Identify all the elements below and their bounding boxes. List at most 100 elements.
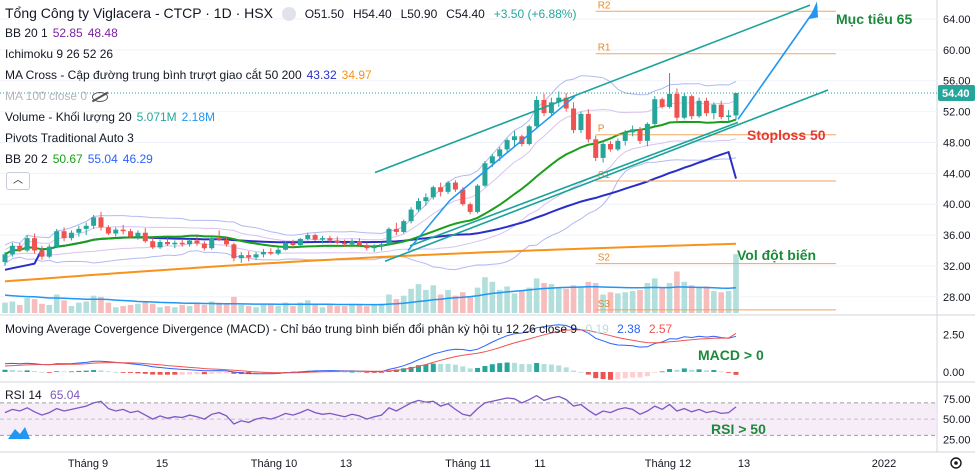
hidden-eye-icon[interactable]: [92, 91, 109, 102]
macd-histogram-bar: [460, 366, 466, 372]
pivot-label: S2: [598, 253, 611, 264]
volume-bar: [459, 292, 466, 313]
candle-body: [674, 93, 680, 118]
candle: [667, 72, 673, 109]
candle-body: [571, 108, 577, 131]
volume-bar: [312, 303, 318, 313]
time-axis-label: 2022: [872, 458, 896, 470]
tradingview-logo-icon[interactable]: [6, 423, 32, 441]
indicator-value: 34.97: [341, 68, 372, 82]
volume-bar: [467, 296, 473, 313]
candle: [718, 100, 724, 120]
volume-bar: [371, 304, 377, 313]
macd-histogram-bar: [534, 363, 540, 372]
volume-bar: [615, 293, 621, 313]
target-arrowhead-icon: [809, 1, 818, 19]
candle: [356, 238, 362, 247]
macd-label[interactable]: Moving Average Covergence Divergence (MA…: [5, 322, 578, 336]
time-axis-label: 13: [738, 458, 750, 470]
rsi-label[interactable]: RSI 14: [5, 388, 42, 402]
candle-body: [105, 227, 111, 234]
macd-histogram-bar: [556, 365, 562, 372]
macd-histogram-bar: [172, 372, 178, 375]
candle-body: [585, 113, 591, 140]
macd-histogram-bar: [46, 372, 52, 373]
candle-body: [371, 246, 377, 249]
macd-histogram-bar: [142, 372, 148, 374]
collapse-legend-button[interactable]: ︿: [6, 172, 30, 190]
macd-histogram-bar: [9, 369, 15, 372]
indicator-value: 5.071M: [136, 110, 177, 124]
candle: [172, 240, 178, 249]
rsi-value: 65.04: [50, 388, 81, 402]
candle: [408, 207, 414, 224]
volume-bar: [223, 303, 230, 313]
indicator-label[interactable]: Pivots Traditional Auto 3: [5, 131, 134, 145]
macd-histogram-bar: [209, 372, 215, 374]
volume-bar: [120, 306, 126, 313]
candle-body: [733, 93, 739, 116]
indicator-label[interactable]: BB 20 2: [5, 152, 48, 166]
candle-body: [98, 217, 104, 228]
indicator-label[interactable]: Volume - Khối lượng 20: [5, 110, 132, 124]
candle-body: [327, 238, 333, 241]
candle: [630, 125, 636, 137]
candle-body: [164, 242, 170, 245]
candle: [430, 185, 436, 200]
candle-body: [120, 229, 126, 232]
macd-histogram-bar: [401, 368, 407, 372]
candle-body: [430, 187, 436, 198]
target-annotation: Mục tiêu 65: [836, 11, 912, 27]
macd-histogram-bar: [696, 369, 702, 372]
candle-body: [578, 113, 584, 131]
candle: [39, 245, 45, 260]
candle: [652, 96, 658, 126]
volume-bar: [400, 295, 407, 313]
macd-histogram-bar: [150, 372, 156, 375]
macd-histogram-bar: [187, 372, 193, 375]
volume-bar: [644, 283, 651, 313]
candle-body: [659, 99, 665, 107]
candle: [305, 232, 311, 241]
volume-bar: [164, 306, 171, 313]
candle: [105, 225, 111, 236]
indicator-label[interactable]: MA 100 close 0: [5, 89, 88, 103]
candle-body: [2, 254, 8, 263]
candle-body: [681, 96, 687, 118]
volume-bar: [526, 287, 533, 313]
macd-histogram-bar: [2, 369, 8, 372]
macd-histogram-bar: [216, 372, 222, 374]
macd-histogram-bar: [548, 364, 554, 372]
volume-bar: [282, 302, 289, 313]
symbol-title[interactable]: Tổng Công ty Viglacera - CTCP · 1D · HSX: [5, 5, 273, 21]
candle-body: [607, 143, 613, 150]
indicator-label[interactable]: MA Cross - Cập đường trung bình trượt gi…: [5, 68, 302, 82]
volume-bar: [46, 304, 53, 313]
volume-bar: [76, 302, 82, 313]
volume-bar: [548, 284, 555, 313]
candle-body: [482, 163, 488, 186]
candle: [334, 236, 340, 245]
candle: [504, 138, 510, 154]
indicator-label[interactable]: Ichimoku 9 26 52 26: [5, 47, 114, 61]
candle: [194, 236, 200, 246]
candle: [231, 242, 237, 262]
volume-bar: [393, 299, 400, 313]
candle: [201, 241, 207, 251]
indicator-label[interactable]: BB 20 1: [5, 26, 48, 40]
candle-body: [194, 240, 200, 244]
macd-histogram-bar: [482, 366, 488, 372]
macd-histogram-bar: [711, 370, 717, 372]
macd-histogram-bar: [91, 370, 97, 372]
indicator-legend-1: BB 20 1 52.85 48.48: [5, 26, 123, 40]
settings-gear-icon[interactable]: [950, 457, 962, 469]
macd-histogram-bar: [113, 371, 119, 373]
candle: [224, 237, 230, 247]
macd-histogram-bar: [201, 372, 207, 375]
macd-histogram-bar: [135, 372, 141, 374]
candle: [157, 239, 163, 249]
volume-bar: [415, 284, 422, 313]
volume-bar: [541, 283, 547, 313]
time-axis-label: 15: [156, 458, 168, 470]
